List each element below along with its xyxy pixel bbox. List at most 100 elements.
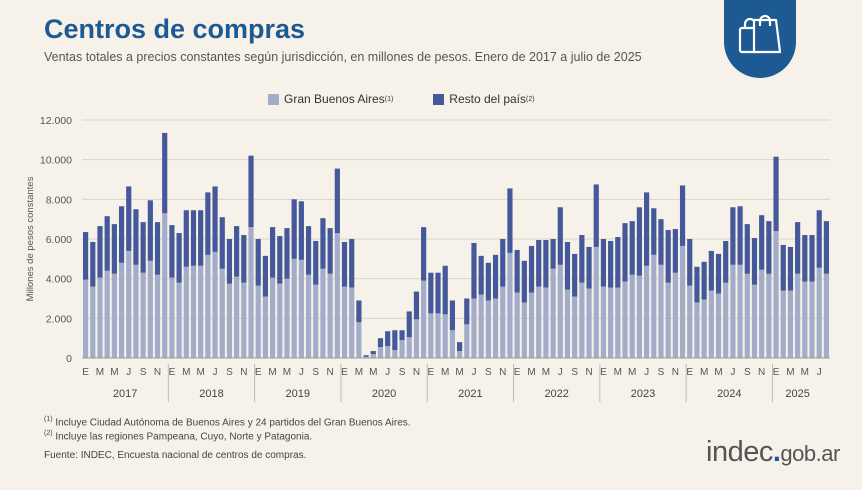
bar-resto	[442, 265, 448, 315]
bar-gba	[385, 346, 391, 358]
x-tick-label: N	[154, 367, 161, 378]
bar-gba	[140, 272, 146, 358]
bar-resto	[672, 229, 678, 273]
footnote-2-text: Incluye las regiones Pampeana, Cuyo, Nor…	[55, 431, 313, 443]
x-tick-label: E	[773, 367, 780, 378]
bar-resto	[471, 242, 477, 299]
bar-gba	[507, 252, 513, 358]
bar-gba	[737, 264, 743, 358]
logo-rest: gob.ar	[780, 441, 840, 466]
bar-resto	[234, 226, 240, 277]
bar-resto	[679, 185, 686, 246]
x-tick-label: M	[283, 367, 291, 378]
bar-gba	[226, 283, 233, 358]
bar-resto	[536, 239, 542, 287]
bar-resto	[636, 207, 642, 276]
bar-gba	[457, 351, 463, 358]
footnote-2: (2) Incluye las regiones Pampeana, Cuyo,…	[44, 430, 312, 442]
x-tick-label: E	[514, 367, 521, 378]
x-tick-label: N	[758, 367, 765, 378]
bar-gba	[701, 299, 707, 358]
legend-swatch-resto	[433, 93, 445, 105]
bar-resto	[118, 206, 125, 263]
bar-gba	[234, 276, 240, 358]
bar-resto	[492, 254, 499, 299]
x-tick-label: M	[786, 367, 794, 378]
bar-resto	[270, 227, 276, 278]
bar-resto	[694, 266, 700, 303]
bar-resto	[723, 240, 729, 283]
bar-gba	[205, 254, 211, 358]
bar-resto	[787, 246, 794, 291]
bar-resto	[133, 209, 139, 265]
bar-gba	[162, 213, 168, 358]
bar-gba	[795, 273, 801, 358]
x-tick-label: E	[427, 367, 434, 378]
bar-gba	[118, 262, 125, 358]
bar-gba	[543, 287, 549, 358]
bar-gba	[651, 254, 657, 358]
bar-gba	[406, 337, 412, 358]
x-tick-label: N	[585, 367, 592, 378]
bar-gba	[629, 274, 635, 358]
year-label: 2023	[631, 388, 655, 400]
bar-gba	[169, 277, 175, 358]
bar-resto	[277, 236, 283, 284]
bar-resto	[205, 192, 211, 255]
bar-resto	[751, 238, 758, 285]
bar-gba	[291, 258, 297, 358]
logo-dot: .	[772, 436, 781, 468]
bar-gba	[665, 282, 671, 358]
bar-resto	[305, 226, 312, 275]
footnote-2-mark: (2)	[44, 430, 53, 437]
bar-gba	[277, 283, 283, 358]
legend-item-gba: Gran Buenos Aires (1)	[268, 92, 393, 106]
bar-gba	[320, 268, 326, 358]
x-tick-label: M	[197, 367, 205, 378]
bar-resto	[198, 210, 204, 266]
bar-gba	[823, 273, 829, 358]
bar-gba	[413, 319, 420, 358]
bar-gba	[492, 298, 499, 358]
bar-resto	[572, 253, 578, 297]
bar-resto	[521, 260, 527, 303]
year-label: 2018	[199, 388, 223, 400]
shopping-bags-icon	[738, 14, 782, 54]
bar-resto	[737, 206, 743, 265]
x-tick-label: J	[213, 367, 218, 378]
bar-resto	[579, 235, 585, 283]
x-tick-label: M	[182, 367, 190, 378]
source-note: Fuente: INDEC, Encuesta nacional de cent…	[44, 450, 307, 461]
bar-gba	[557, 264, 563, 358]
stacked-bar-chart: 0 2.000 4.000 6.000 8.000 10.000 12.000 Millone…	[25, 115, 830, 402]
x-tick-label: N	[327, 367, 334, 378]
chart-legend: Gran Buenos Aires (1) Resto del país (2)	[268, 92, 535, 106]
bar-gba	[636, 275, 642, 358]
indec-logo[interactable]: indec.gob.ar	[706, 436, 840, 469]
bar-resto	[730, 207, 736, 265]
bar-resto	[162, 132, 168, 214]
bar-resto	[154, 222, 161, 275]
bar-resto	[665, 230, 671, 283]
bar-gba	[730, 264, 736, 358]
bar-resto	[363, 355, 369, 357]
bar-resto	[744, 224, 750, 274]
x-tick-label: N	[240, 367, 247, 378]
bar-resto	[406, 311, 412, 338]
y-tick-label: 0	[66, 353, 72, 365]
bar-gba	[190, 265, 197, 358]
bar-resto	[83, 232, 89, 280]
bar-resto	[392, 330, 398, 351]
bar-gba	[564, 289, 571, 358]
bar-gba	[198, 265, 204, 358]
bar-resto	[248, 155, 254, 228]
bar-gba	[212, 251, 218, 358]
bar-resto	[658, 219, 664, 265]
bar-gba	[579, 282, 585, 358]
bar-gba	[370, 354, 376, 358]
x-tick-label: S	[140, 367, 147, 378]
bar-gba	[298, 259, 304, 358]
bar-gba	[816, 267, 822, 358]
bar-gba	[521, 302, 527, 358]
bar-gba	[154, 274, 161, 358]
